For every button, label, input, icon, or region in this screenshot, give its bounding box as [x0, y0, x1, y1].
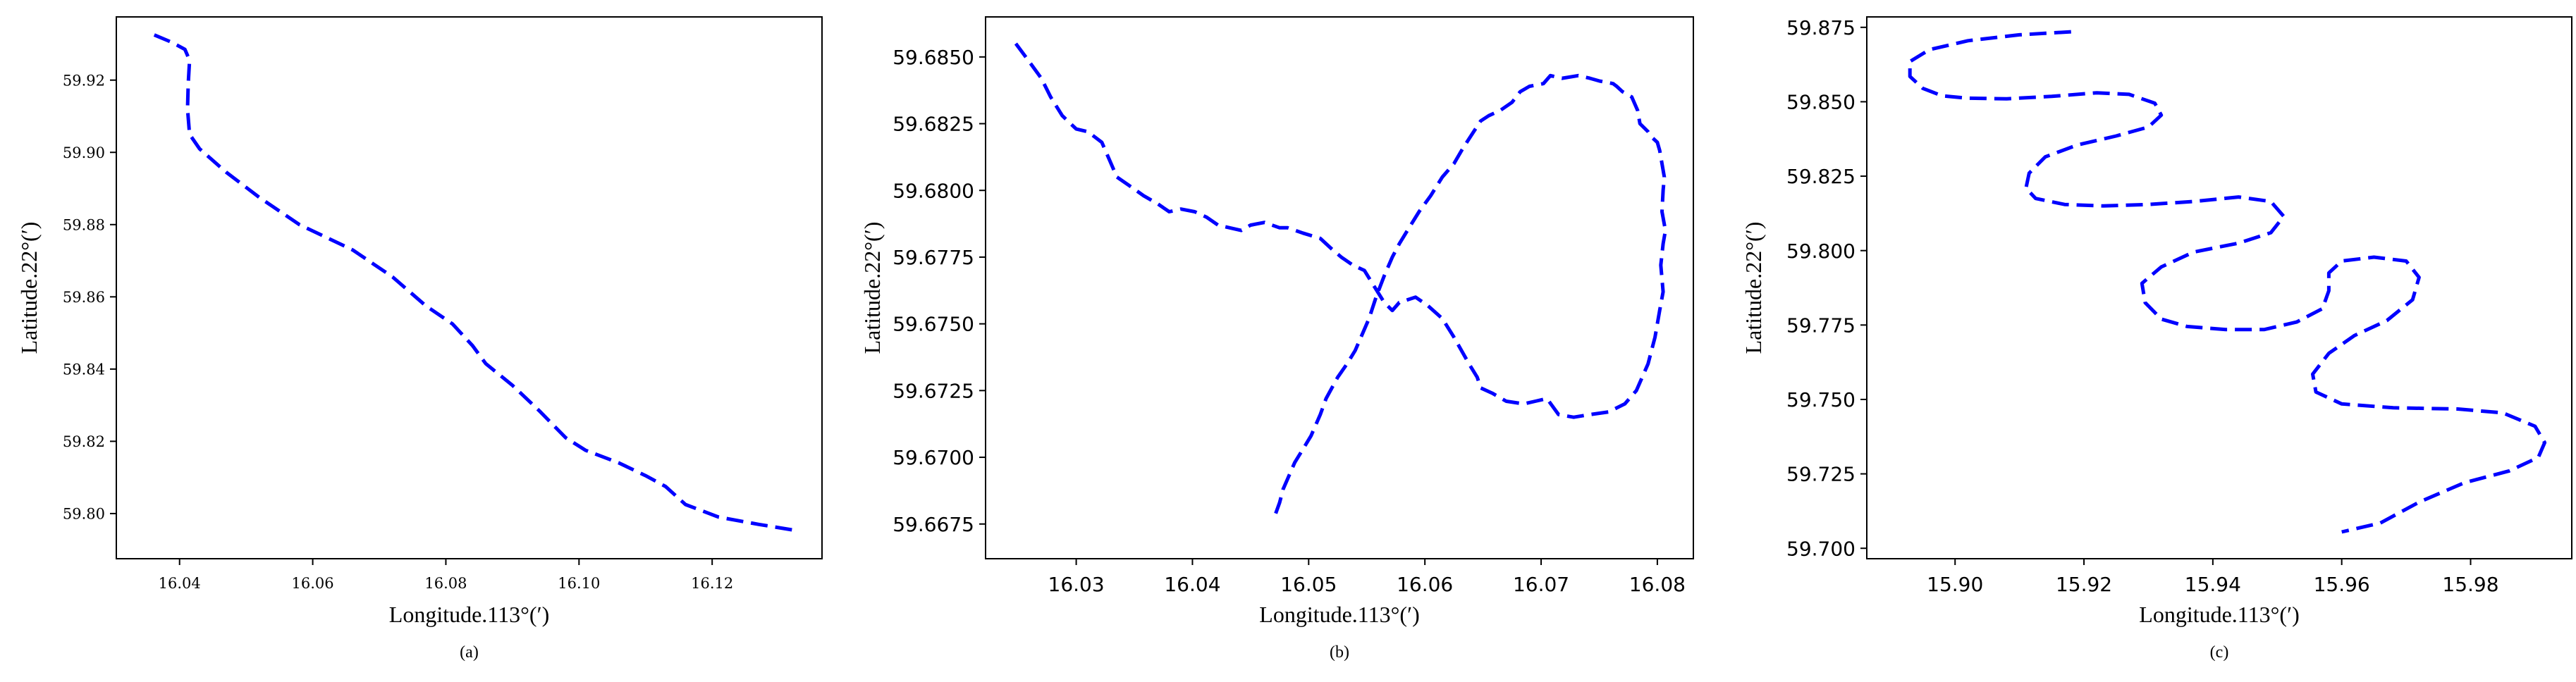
- panel-caption: (b): [1330, 643, 1349, 662]
- y-tick-label: 59.90: [63, 144, 105, 161]
- y-tick-label: 59.850: [1786, 91, 1856, 114]
- y-tick-label: 59.84: [63, 361, 105, 378]
- x-axis-title: Longitude.113°(′): [2139, 602, 2299, 627]
- trajectory-line: [1014, 42, 1667, 520]
- y-tick-label: 59.750: [1786, 388, 1856, 411]
- y-tick-label: 59.6850: [893, 46, 974, 69]
- x-tick-label: 15.94: [2185, 573, 2241, 596]
- x-tick-label: 16.08: [424, 575, 467, 592]
- y-tick-label: 59.92: [63, 72, 105, 89]
- x-tick-label: 15.96: [2314, 573, 2370, 596]
- x-axis-title: Longitude.113°(′): [389, 602, 549, 627]
- trajectory-line: [1908, 30, 2547, 534]
- chart-panel-b: 16.03 16.04 16.05 16.06 16.07 16.08 59.6675 59.…: [859, 16, 1694, 662]
- x-tick-label: 16.06: [1397, 573, 1453, 596]
- x-tick-label: 16.03: [1048, 573, 1105, 596]
- y-tick-label: 59.800: [1786, 240, 1856, 263]
- x-tick-label: 16.08: [1629, 573, 1686, 596]
- y-axis-title: Latitude.22°(′): [1741, 222, 1766, 354]
- x-tick-label: 16.06: [292, 575, 334, 592]
- x-tick-label: 16.04: [1164, 573, 1220, 596]
- y-tick-label: 59.88: [63, 216, 105, 233]
- y-tick-label: 59.775: [1786, 314, 1856, 337]
- x-tick-label: 16.05: [1280, 573, 1337, 596]
- y-tick-label: 59.6700: [893, 446, 974, 469]
- panel-caption: (c): [2210, 643, 2229, 662]
- y-tick-label: 59.6800: [893, 179, 974, 202]
- y-axis-title: Latitude.22°(′): [859, 222, 885, 354]
- panel-caption: (a): [460, 643, 479, 662]
- y-tick-label: 59.6775: [893, 246, 974, 269]
- y-axis-title: Latitude.22°(′): [16, 222, 42, 354]
- x-tick-label: 16.10: [558, 575, 600, 592]
- chart-panel-a: 16.04 16.06 16.08 16.10 16.12 59.80 59.82 59.84…: [16, 16, 823, 662]
- y-tick-label: 59.80: [63, 505, 105, 522]
- plot-frame: [1866, 16, 2572, 559]
- y-tick-label: 59.700: [1786, 537, 1856, 560]
- y-tick-label: 59.6750: [893, 313, 974, 336]
- y-tick-label: 59.725: [1786, 463, 1856, 486]
- y-tick-label: 59.6825: [893, 113, 974, 136]
- x-tick-label: 16.04: [159, 575, 201, 592]
- x-tick-label: 15.92: [2056, 573, 2112, 596]
- trajectory-line: [153, 33, 792, 532]
- y-tick-label: 59.86: [63, 289, 105, 306]
- x-tick-label: 16.07: [1513, 573, 1569, 596]
- chart-panel-c: 15.90 15.92 15.94 15.96 15.98 59.700 59.725 59.…: [1741, 16, 2572, 662]
- y-tick-label: 59.82: [63, 433, 105, 450]
- plot-frame: [116, 16, 823, 559]
- y-tick-label: 59.6675: [893, 513, 974, 536]
- y-tick-label: 59.875: [1786, 16, 1856, 39]
- plot-frame: [985, 16, 1694, 559]
- x-tick-label: 15.98: [2442, 573, 2498, 596]
- x-tick-label: 15.90: [1927, 573, 1983, 596]
- x-axis-title: Longitude.113°(′): [1259, 602, 1419, 627]
- y-tick-label: 59.6725: [893, 379, 974, 402]
- x-tick-label: 16.12: [691, 575, 733, 592]
- y-tick-label: 59.825: [1786, 165, 1856, 188]
